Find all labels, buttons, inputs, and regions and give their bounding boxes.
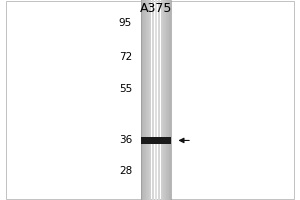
Bar: [159, 0, 160, 200]
Bar: [148, 0, 149, 200]
Bar: [164, 0, 165, 200]
Bar: [154, 0, 155, 200]
Bar: [156, 0, 157, 200]
Bar: [161, 0, 162, 200]
Bar: [169, 0, 170, 200]
Text: 95: 95: [119, 18, 132, 28]
Bar: [142, 0, 143, 200]
Text: 36: 36: [119, 135, 132, 145]
Bar: [170, 0, 171, 200]
Bar: [141, 0, 142, 200]
Bar: [166, 0, 167, 200]
Bar: [147, 0, 148, 200]
Bar: [165, 0, 166, 200]
Bar: [167, 0, 168, 200]
Text: 28: 28: [119, 166, 132, 176]
Bar: [149, 0, 150, 200]
Bar: [160, 0, 161, 200]
Bar: [150, 0, 151, 200]
Bar: [162, 0, 163, 200]
Bar: [143, 0, 144, 200]
Text: 55: 55: [119, 84, 132, 94]
Text: A375: A375: [140, 2, 172, 15]
Bar: [163, 0, 164, 200]
Text: 72: 72: [119, 52, 132, 62]
Bar: [144, 0, 145, 200]
Bar: [169, 0, 170, 200]
Bar: [151, 0, 152, 200]
Bar: [153, 0, 154, 200]
Bar: [145, 0, 146, 200]
Bar: [141, 137, 171, 144]
Bar: [152, 0, 153, 200]
Bar: [168, 0, 169, 200]
Bar: [157, 0, 158, 200]
Bar: [146, 0, 147, 200]
Bar: [155, 0, 156, 200]
Bar: [158, 0, 159, 200]
